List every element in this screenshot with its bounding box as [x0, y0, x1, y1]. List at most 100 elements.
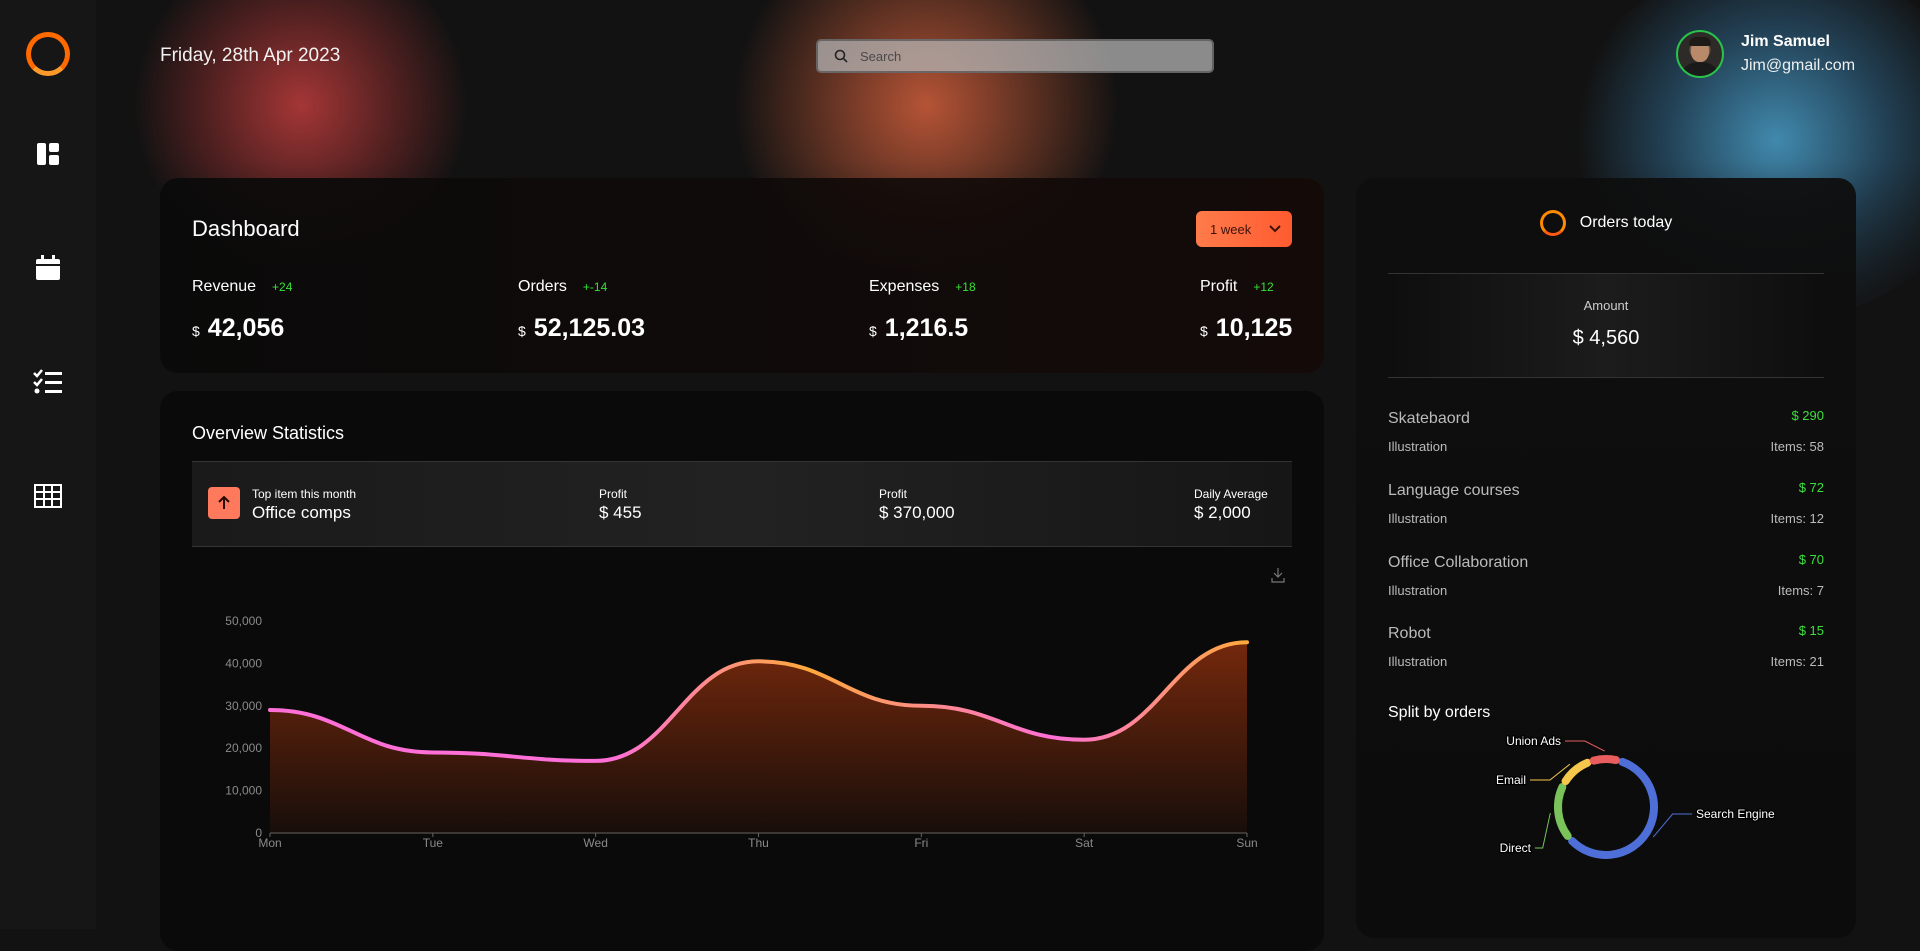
- list-item[interactable]: Office Collaboration $ 70 Illustration I…: [1388, 552, 1824, 612]
- y-tick-label: 40,000: [225, 656, 262, 670]
- split-donut-chart: Search Engine Direct Email Union Ads: [1495, 733, 1776, 859]
- data-point: [269, 709, 272, 712]
- donut-slice[interactable]: [1568, 757, 1658, 859]
- profit-label: Profit: [879, 487, 908, 501]
- product-category: Illustration: [1388, 439, 1448, 454]
- y-tick-label: 30,000: [225, 699, 262, 713]
- product-name: Office Collaboration: [1388, 554, 1529, 571]
- list-item[interactable]: Robot $ 15 Illustration Items: 21: [1388, 623, 1824, 683]
- stat-value: 10,125: [1215, 314, 1293, 342]
- calendar-icon[interactable]: [32, 252, 64, 284]
- dashboard-icon[interactable]: [32, 138, 64, 170]
- area-fill: [270, 642, 1247, 833]
- donut-label: Search Engine: [1696, 807, 1775, 821]
- chevron-down-icon: [1269, 225, 1281, 233]
- logo-icon[interactable]: [26, 32, 70, 76]
- list-item[interactable]: Skatebaord $ 290 Illustration Items: 58: [1388, 408, 1824, 468]
- profit-value: $ 455: [599, 503, 642, 522]
- product-price: $ 72: [1798, 480, 1824, 495]
- x-tick-label: Tue: [423, 836, 444, 850]
- stat-label: Profit: [1200, 278, 1238, 295]
- user-profile[interactable]: Jim Samuel Jim@gmail.com: [1676, 30, 1855, 78]
- stat-label: Expenses: [869, 278, 940, 295]
- orders-today-panel: Orders today Amount $ 4,560 Skatebaord $…: [1356, 178, 1856, 938]
- search-bar[interactable]: [816, 39, 1214, 73]
- product-name: Language courses: [1388, 482, 1520, 499]
- search-input[interactable]: [858, 47, 1182, 65]
- series-line: [268, 640, 1249, 763]
- top-item: Top item this month Office comps: [252, 487, 356, 523]
- product-items: Items: 7: [1777, 583, 1824, 598]
- table-icon[interactable]: [32, 480, 64, 512]
- stat-revenue: Revenue +24 $42,056: [192, 278, 292, 343]
- user-email: Jim@gmail.com: [1741, 57, 1856, 74]
- y-tick-label: 0: [255, 826, 262, 840]
- product-price: $ 290: [1791, 408, 1824, 423]
- product-name: Skatebaord: [1388, 410, 1470, 427]
- avatar[interactable]: [1676, 30, 1724, 78]
- period-label: 1 week: [1210, 221, 1252, 237]
- donut-slice[interactable]: [1554, 783, 1572, 840]
- stat-value: 52,125.03: [533, 314, 646, 342]
- stat-currency: $: [869, 323, 877, 339]
- stat-change: +-14: [582, 280, 608, 294]
- search-icon: [834, 49, 848, 63]
- y-tick-label: 20,000: [225, 741, 262, 755]
- product-items: Items: 58: [1770, 439, 1824, 454]
- donut-label: Email: [1496, 773, 1526, 787]
- y-tick-label: 50,000: [225, 614, 262, 628]
- data-point: [757, 660, 760, 663]
- donut-label: Direct: [1500, 841, 1532, 855]
- tasks-icon[interactable]: [32, 366, 64, 398]
- stat-currency: $: [1200, 323, 1208, 339]
- x-tick-label: Sat: [1075, 836, 1094, 850]
- stat-currency: $: [192, 323, 200, 339]
- donut-label: Union Ads: [1506, 734, 1561, 748]
- data-point: [920, 704, 923, 707]
- arrow-up-icon: [208, 487, 240, 519]
- data-point: [1083, 738, 1086, 741]
- daily-average-value: $ 2,000: [1194, 503, 1251, 522]
- product-category: Illustration: [1388, 511, 1448, 526]
- data-point: [594, 759, 597, 762]
- stat-profit: Profit +12 $10,125: [1200, 278, 1292, 343]
- stat-value: 42,056: [207, 314, 285, 342]
- overview-panel: Overview Statistics Top item this month …: [160, 391, 1324, 951]
- stat-orders: Orders +-14 $52,125.03: [518, 278, 645, 343]
- product-category: Illustration: [1388, 583, 1448, 598]
- y-tick-label: 10,000: [225, 784, 262, 798]
- user-name: Jim Samuel: [1741, 33, 1830, 50]
- stat-change: +12: [1253, 280, 1274, 294]
- stat-value: 1,216.5: [884, 314, 969, 342]
- dashboard-title: Dashboard: [192, 216, 300, 241]
- top-item-label: Top item this month: [252, 487, 357, 501]
- x-tick-label: Wed: [583, 836, 607, 850]
- overview-area-chart: 0 10,000 20,000 30,000 40,000 50,000 Mon Tue Wed…: [225, 614, 1257, 850]
- data-point: [431, 751, 434, 754]
- overview-title: Overview Statistics: [192, 423, 345, 443]
- donut-leader-line: [1535, 812, 1551, 849]
- donut-slice[interactable]: [1561, 758, 1592, 786]
- x-tick-label: Mon: [258, 836, 281, 850]
- amount-value: $ 4,560: [1572, 327, 1640, 349]
- donut-slice[interactable]: [1589, 755, 1621, 765]
- product-items: Items: 12: [1770, 511, 1824, 526]
- donut-leader-line: [1565, 740, 1605, 752]
- product-name: Robot: [1388, 625, 1431, 642]
- profit-value: $ 370,000: [879, 503, 955, 522]
- profit-summary: Profit $ 455: [599, 487, 642, 523]
- stat-label: Revenue: [192, 278, 257, 295]
- list-item[interactable]: Language courses $ 72 Illustration Items…: [1388, 480, 1824, 540]
- product-category: Illustration: [1388, 654, 1448, 669]
- data-point: [1246, 641, 1249, 644]
- split-title: Split by orders: [1388, 704, 1491, 721]
- profit-label: Profit: [599, 487, 628, 501]
- product-items: Items: 21: [1770, 654, 1824, 669]
- daily-average-label: Daily Average: [1194, 487, 1268, 501]
- period-dropdown[interactable]: 1 week: [1196, 211, 1292, 247]
- download-icon[interactable]: [1270, 567, 1286, 588]
- current-date: Friday, 28th Apr 2023: [160, 45, 341, 66]
- product-price: $ 15: [1798, 623, 1824, 638]
- x-tick-label: Thu: [748, 836, 769, 850]
- top-item-value: Office comps: [252, 503, 351, 522]
